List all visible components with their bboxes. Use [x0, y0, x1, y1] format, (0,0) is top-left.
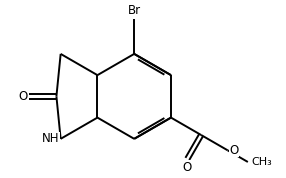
Text: NH: NH	[41, 132, 59, 145]
Text: Br: Br	[128, 4, 141, 17]
Text: O: O	[229, 144, 239, 157]
Text: O: O	[183, 161, 192, 174]
Text: O: O	[19, 90, 28, 103]
Text: CH₃: CH₃	[251, 157, 272, 167]
